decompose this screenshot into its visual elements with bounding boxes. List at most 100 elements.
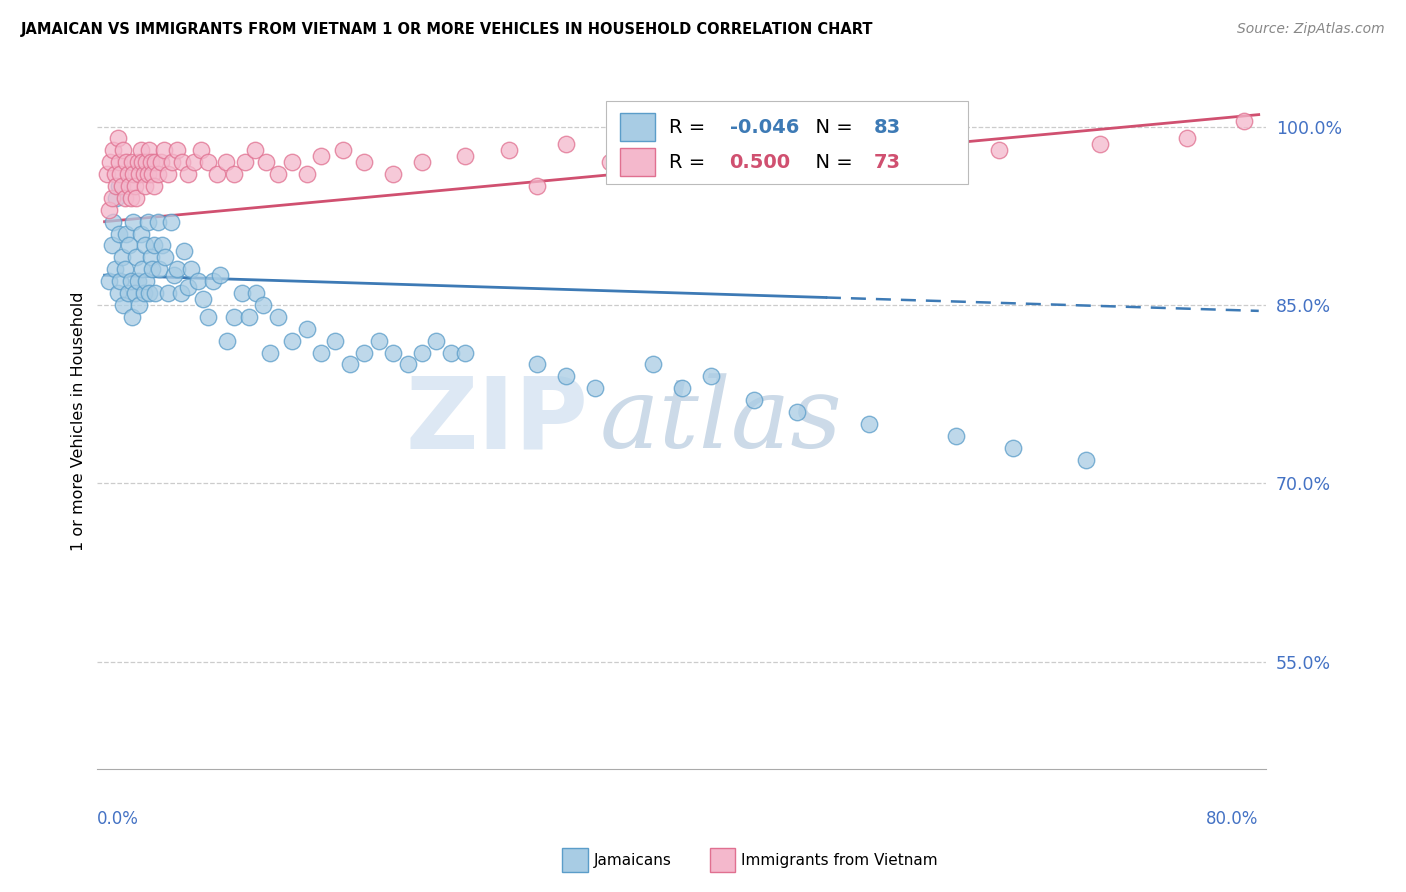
- Point: [122, 215, 145, 229]
- Point: [138, 143, 160, 157]
- Point: [139, 251, 162, 265]
- Text: Source: ZipAtlas.com: Source: ZipAtlas.com: [1237, 22, 1385, 37]
- Point: [858, 417, 880, 431]
- Point: [141, 167, 163, 181]
- Point: [243, 143, 266, 157]
- Text: ZIP: ZIP: [405, 373, 588, 469]
- Point: [108, 179, 131, 194]
- Point: [121, 310, 143, 324]
- Point: [173, 244, 195, 259]
- Point: [332, 143, 354, 157]
- Point: [111, 179, 134, 194]
- Point: [122, 167, 145, 181]
- Point: [177, 280, 200, 294]
- Point: [117, 167, 139, 181]
- Point: [146, 167, 169, 181]
- Point: [135, 155, 157, 169]
- Point: [105, 179, 128, 194]
- Point: [114, 262, 136, 277]
- Point: [101, 191, 124, 205]
- Point: [177, 167, 200, 181]
- Point: [118, 238, 141, 252]
- Point: [742, 393, 765, 408]
- Point: [125, 251, 148, 265]
- Point: [339, 358, 361, 372]
- Point: [128, 167, 150, 181]
- Point: [146, 215, 169, 229]
- Point: [134, 179, 156, 194]
- Point: [786, 405, 808, 419]
- Point: [252, 298, 274, 312]
- Point: [699, 369, 721, 384]
- Point: [671, 131, 693, 145]
- Text: R =: R =: [669, 153, 711, 171]
- Point: [141, 262, 163, 277]
- Point: [1175, 131, 1198, 145]
- Point: [149, 155, 172, 169]
- Point: [309, 345, 332, 359]
- Point: [325, 334, 347, 348]
- Point: [988, 143, 1011, 157]
- Text: -0.046: -0.046: [730, 118, 799, 136]
- Point: [201, 274, 224, 288]
- Point: [742, 125, 765, 139]
- Point: [259, 345, 281, 359]
- Text: 83: 83: [873, 118, 900, 136]
- Point: [224, 167, 246, 181]
- Point: [440, 345, 463, 359]
- Point: [114, 191, 136, 205]
- Point: [245, 286, 267, 301]
- Point: [152, 143, 174, 157]
- Point: [127, 274, 149, 288]
- Point: [526, 358, 548, 372]
- Point: [267, 310, 290, 324]
- Point: [613, 137, 636, 152]
- Point: [526, 179, 548, 194]
- Point: [97, 202, 120, 217]
- Text: Jamaicans: Jamaicans: [593, 853, 671, 868]
- Y-axis label: 1 or more Vehicles in Household: 1 or more Vehicles in Household: [72, 291, 86, 550]
- Point: [104, 262, 127, 277]
- Point: [134, 238, 156, 252]
- Point: [96, 167, 118, 181]
- Point: [231, 286, 253, 301]
- Point: [163, 268, 186, 283]
- FancyBboxPatch shape: [620, 148, 655, 176]
- Point: [103, 215, 125, 229]
- Point: [190, 143, 212, 157]
- Point: [233, 155, 256, 169]
- Point: [396, 358, 419, 372]
- Point: [136, 167, 159, 181]
- Point: [101, 238, 124, 252]
- Point: [411, 345, 433, 359]
- Point: [183, 155, 205, 169]
- Point: [901, 137, 924, 152]
- Point: [103, 143, 125, 157]
- Text: 0.0%: 0.0%: [97, 811, 139, 829]
- Point: [309, 149, 332, 163]
- Point: [281, 334, 304, 348]
- Point: [105, 191, 128, 205]
- Point: [118, 179, 141, 194]
- Point: [132, 167, 155, 181]
- Point: [224, 310, 246, 324]
- Point: [148, 262, 170, 277]
- Point: [142, 179, 165, 194]
- Text: atlas: atlas: [600, 373, 842, 468]
- Point: [131, 155, 153, 169]
- Point: [110, 274, 132, 288]
- Point: [157, 167, 180, 181]
- Point: [170, 286, 193, 301]
- Point: [295, 322, 318, 336]
- Point: [555, 137, 578, 152]
- Point: [166, 143, 188, 157]
- Point: [108, 155, 131, 169]
- Text: JAMAICAN VS IMMIGRANTS FROM VIETNAM 1 OR MORE VEHICLES IN HOUSEHOLD CORRELATION : JAMAICAN VS IMMIGRANTS FROM VIETNAM 1 OR…: [21, 22, 873, 37]
- Point: [121, 155, 143, 169]
- Point: [124, 286, 146, 301]
- Point: [295, 167, 318, 181]
- Point: [139, 155, 162, 169]
- Point: [180, 262, 202, 277]
- Point: [172, 155, 194, 169]
- Point: [254, 155, 277, 169]
